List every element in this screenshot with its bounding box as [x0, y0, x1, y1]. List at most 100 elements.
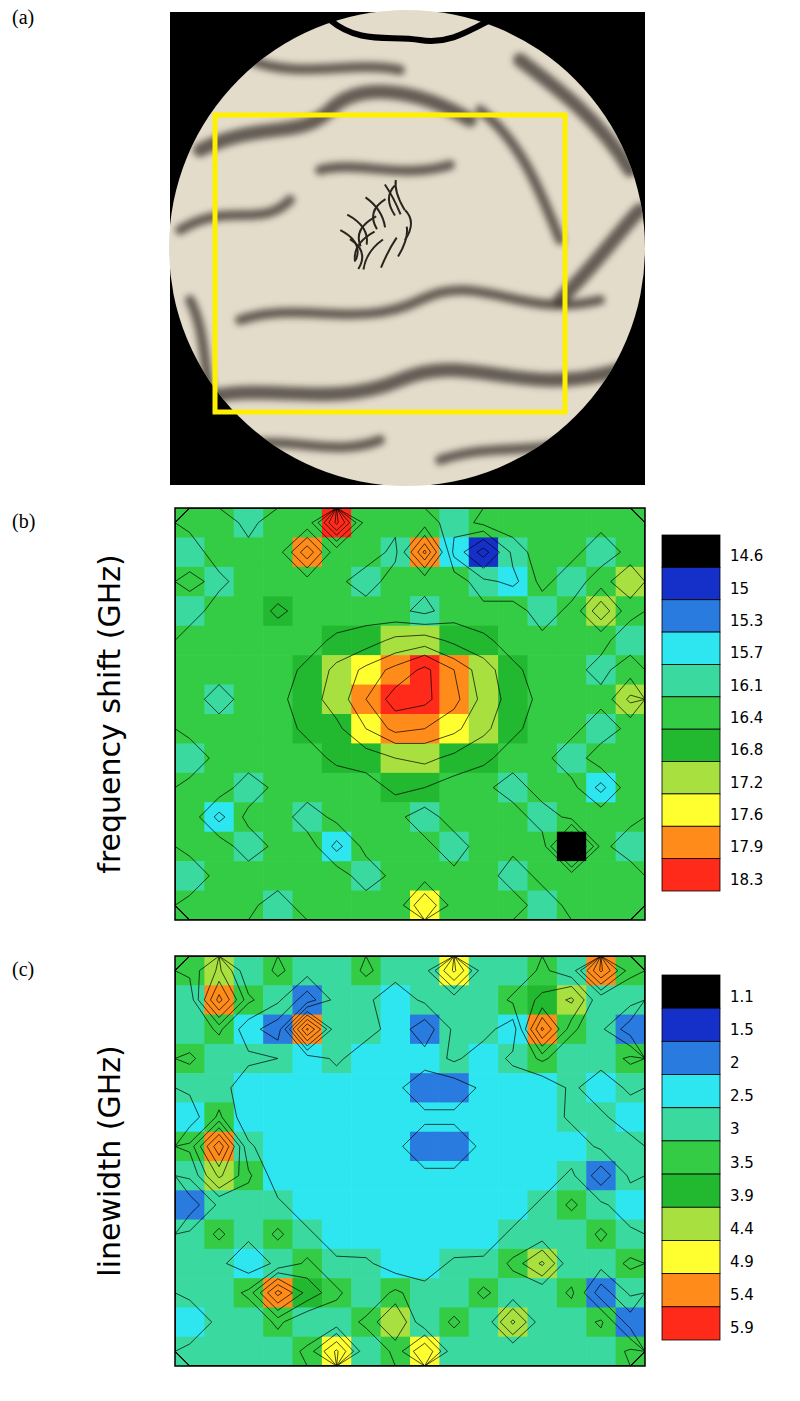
heat-cell	[175, 508, 205, 538]
colorbar-tick-label: 3	[730, 1120, 740, 1138]
heat-cell	[175, 685, 205, 715]
heat-cell	[498, 832, 528, 862]
heat-cell	[322, 802, 352, 832]
heat-cell	[322, 1161, 352, 1191]
heat-cell	[263, 743, 293, 773]
heat-cell	[410, 1278, 440, 1308]
heat-cell	[528, 1015, 558, 1045]
heat-cell	[351, 1278, 381, 1308]
heat-cell	[469, 1307, 499, 1337]
contour-line	[207, 956, 610, 1366]
heat-cell	[439, 1190, 469, 1220]
heat-cell	[175, 1249, 205, 1279]
heat-cell	[293, 1102, 323, 1132]
heat-cell	[557, 985, 587, 1015]
colorbar-tick-label: 4.4	[730, 1220, 754, 1238]
heat-cell	[410, 1307, 440, 1337]
heat-cell	[322, 1073, 352, 1103]
heat-cell	[351, 537, 381, 567]
contour-line	[175, 508, 645, 920]
heat-cell	[322, 1307, 352, 1337]
heat-cell	[498, 685, 528, 715]
heat-cell	[293, 685, 323, 715]
heat-cell	[381, 891, 411, 920]
heat-cell	[175, 1015, 205, 1045]
heat-cell	[234, 1249, 264, 1279]
heat-cell	[498, 773, 528, 803]
heat-cell	[293, 1249, 323, 1279]
heat-cell	[469, 832, 499, 862]
colorbar-tick-label: 15.7	[730, 644, 763, 662]
heat-cell	[263, 1073, 293, 1103]
heat-cell	[439, 1337, 469, 1366]
heat-cell	[528, 743, 558, 773]
heat-cell	[498, 802, 528, 832]
heat-cell	[293, 832, 323, 862]
heat-cell	[469, 1337, 499, 1366]
image-streak	[250, 60, 400, 70]
colorbar-tick-label: 15	[730, 580, 749, 598]
heat-cell	[234, 743, 264, 773]
heat-cell	[351, 1132, 381, 1162]
heat-cell	[381, 832, 411, 862]
heat-cell	[586, 1015, 616, 1045]
image-center	[340, 180, 411, 269]
image-streak	[230, 440, 380, 450]
colorbar-tick-label: 16.8	[730, 741, 763, 759]
heat-cell	[234, 1190, 264, 1220]
heat-cell	[469, 685, 499, 715]
heat-cell	[234, 773, 264, 803]
heat-cell	[234, 626, 264, 656]
heat-cell	[469, 1015, 499, 1045]
image-streak	[240, 290, 600, 320]
heat-cell	[234, 985, 264, 1015]
heat-cell	[351, 1015, 381, 1045]
contour-line	[200, 956, 618, 1366]
heat-cell	[263, 508, 293, 538]
heat-cell	[322, 1132, 352, 1162]
colorbar-box	[662, 1008, 720, 1041]
heat-cell	[322, 956, 352, 986]
heat-cell	[175, 802, 205, 832]
heat-cell	[439, 773, 469, 803]
image-fibre	[350, 239, 362, 269]
y-axis-title: linewidth (GHz)	[92, 1045, 127, 1276]
heat-cell	[498, 1278, 528, 1308]
heat-cell	[175, 1190, 205, 1220]
heat-cell	[234, 1044, 264, 1074]
heat-cell	[204, 1278, 234, 1308]
colorbar-tick-label: 3.9	[730, 1187, 754, 1205]
heat-cell	[175, 596, 205, 626]
heat-cell	[263, 714, 293, 744]
heat-cell	[204, 714, 234, 744]
heat-cell	[616, 596, 645, 626]
heat-cell	[586, 832, 616, 862]
heat-cell	[616, 1015, 645, 1045]
heat-cell	[263, 1161, 293, 1191]
heat-cell	[469, 537, 499, 567]
heat-cell	[557, 802, 587, 832]
heat-cell	[469, 985, 499, 1015]
heat-cell	[322, 537, 352, 567]
heat-cell	[557, 1337, 587, 1366]
heat-cell	[351, 1337, 381, 1366]
heat-cell	[616, 1161, 645, 1191]
colorbar-tick-label: 5.4	[730, 1286, 754, 1304]
heat-cell	[616, 1044, 645, 1074]
contour-line	[175, 956, 645, 1366]
heat-cell	[175, 567, 205, 597]
heat-cell	[351, 655, 381, 685]
colorbar-box	[662, 632, 720, 664]
heat-cell	[410, 1102, 440, 1132]
heat-cell	[557, 743, 587, 773]
colorbar-tick-label: 17.9	[730, 838, 763, 856]
contour-line	[307, 508, 460, 732]
colorbar-box	[662, 697, 720, 729]
heat-cell	[586, 1132, 616, 1162]
heat-cell	[498, 1161, 528, 1191]
heat-cell	[263, 861, 293, 891]
heat-cell	[204, 1249, 234, 1279]
heat-cell	[528, 714, 558, 744]
colorbar-box	[662, 1075, 720, 1108]
heat-cell	[204, 1220, 234, 1250]
